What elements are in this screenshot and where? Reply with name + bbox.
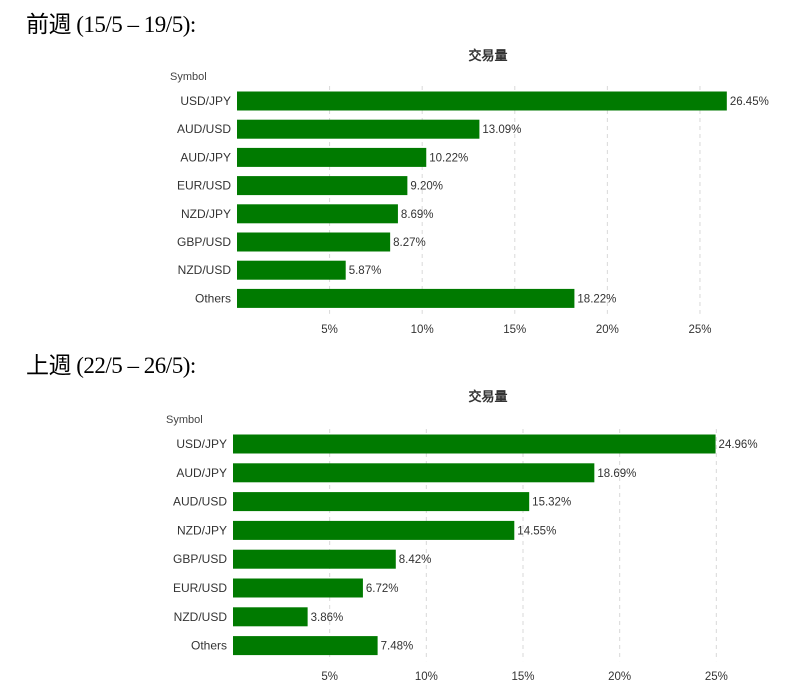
- tick-label: 20%: [596, 324, 619, 336]
- bar: [233, 463, 595, 483]
- heading-last-week: 上週 (22/5 – 26/5):: [26, 353, 196, 378]
- axis-header: Symbol: [166, 414, 203, 426]
- category-label: NZD/USD: [178, 263, 232, 277]
- tick-label: 25%: [705, 671, 728, 683]
- heading-previous-week: 前週 (15/5 – 19/5):: [26, 12, 196, 37]
- category-label: NZD/JPY: [181, 207, 231, 221]
- value-label: 10.22%: [429, 152, 468, 164]
- category-label: GBP/USD: [177, 235, 231, 249]
- bar: [233, 636, 378, 656]
- value-label: 3.86%: [311, 612, 344, 624]
- tick-label: 10%: [415, 671, 438, 683]
- bar: [237, 204, 398, 224]
- bar: [233, 492, 530, 512]
- category-label: EUR/USD: [173, 581, 227, 595]
- bar: [237, 260, 346, 280]
- value-label: 8.27%: [393, 237, 426, 249]
- axis-header: Symbol: [170, 71, 207, 83]
- bar: [233, 549, 396, 569]
- value-label: 18.22%: [577, 293, 616, 305]
- volume-chart-last-week: 交易量 Symbol USD/JPY 24.96% AUD/JPY 18.69% AUD/U…: [166, 389, 758, 683]
- tick-label: 25%: [688, 324, 711, 336]
- bar: [237, 147, 427, 167]
- bar: [237, 176, 408, 196]
- value-label: 24.96%: [719, 439, 758, 451]
- category-label: Others: [195, 291, 231, 305]
- bar: [237, 288, 575, 308]
- category-label: Others: [191, 639, 227, 653]
- category-label: NZD/USD: [174, 610, 228, 624]
- value-label: 7.48%: [381, 641, 414, 653]
- chart-title: 交易量: [468, 389, 507, 404]
- category-label: AUD/USD: [173, 495, 227, 509]
- value-label: 8.69%: [401, 209, 434, 221]
- bar: [237, 119, 480, 139]
- value-label: 18.69%: [597, 468, 636, 480]
- value-label: 26.45%: [730, 96, 769, 108]
- bar: [237, 91, 727, 111]
- category-label: NZD/JPY: [177, 523, 227, 537]
- category-label: USD/JPY: [176, 437, 227, 451]
- tick-label: 15%: [511, 671, 534, 683]
- category-label: EUR/USD: [177, 179, 231, 193]
- tick-label: 10%: [411, 324, 434, 336]
- value-label: 9.20%: [410, 181, 443, 193]
- volume-chart-previous-week: 交易量 Symbol USD/JPY 26.45% AUD/USD 13.09% AUD/J…: [170, 48, 769, 336]
- value-label: 5.87%: [349, 265, 382, 277]
- bar: [237, 232, 391, 252]
- value-label: 14.55%: [517, 525, 556, 537]
- tick-label: 15%: [503, 324, 526, 336]
- category-label: GBP/USD: [173, 552, 227, 566]
- category-label: AUD/USD: [177, 122, 231, 136]
- bar: [233, 520, 515, 540]
- category-label: AUD/JPY: [180, 150, 231, 164]
- bar: [233, 607, 308, 627]
- value-label: 6.72%: [366, 583, 399, 595]
- bar: [233, 434, 716, 454]
- value-label: 13.09%: [482, 124, 521, 136]
- value-label: 8.42%: [399, 554, 432, 566]
- tick-label: 20%: [608, 671, 631, 683]
- category-label: USD/JPY: [180, 94, 231, 108]
- tick-label: 5%: [321, 671, 338, 683]
- tick-label: 5%: [321, 324, 338, 336]
- value-label: 15.32%: [532, 497, 571, 509]
- chart-title: 交易量: [468, 48, 507, 63]
- bar: [233, 578, 363, 598]
- category-label: AUD/JPY: [176, 466, 227, 480]
